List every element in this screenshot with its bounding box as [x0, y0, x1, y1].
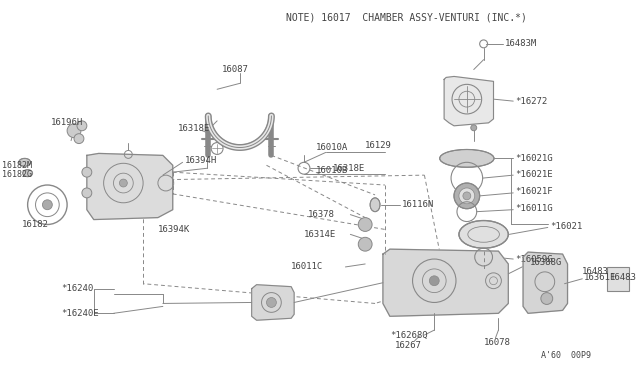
Circle shape: [82, 167, 92, 177]
Text: 16182M: 16182M: [2, 161, 32, 170]
Text: *16240E: *16240E: [61, 309, 99, 318]
Ellipse shape: [22, 170, 33, 177]
Text: 16116N: 16116N: [402, 200, 434, 209]
Text: 16378: 16378: [308, 210, 335, 219]
Text: *16059G: *16059G: [515, 254, 553, 263]
Text: 16129: 16129: [365, 141, 392, 150]
Polygon shape: [523, 252, 568, 313]
Polygon shape: [383, 249, 508, 316]
Text: 16483: 16483: [582, 267, 609, 276]
Circle shape: [471, 125, 477, 131]
Polygon shape: [87, 153, 173, 219]
Polygon shape: [444, 76, 493, 126]
Text: 16318E: 16318E: [178, 124, 210, 133]
Text: 16010A: 16010A: [316, 143, 348, 152]
Ellipse shape: [440, 150, 494, 167]
Text: *16272: *16272: [515, 97, 547, 106]
Circle shape: [358, 218, 372, 231]
Text: 16196H: 16196H: [51, 118, 84, 127]
Text: NOTE) 16017  CHAMBER ASSY-VENTURI (INC.*): NOTE) 16017 CHAMBER ASSY-VENTURI (INC.*): [286, 12, 527, 22]
Text: 16087: 16087: [222, 65, 249, 74]
Text: *16021: *16021: [550, 222, 582, 231]
Circle shape: [82, 188, 92, 198]
Circle shape: [459, 188, 475, 204]
Text: 16267: 16267: [395, 341, 422, 350]
Text: 16394K: 16394K: [158, 225, 190, 234]
Text: 16182G: 16182G: [2, 170, 32, 179]
Text: 16361F: 16361F: [584, 273, 616, 282]
Text: 16314E: 16314E: [304, 230, 336, 239]
Text: *16021E: *16021E: [515, 170, 553, 179]
Circle shape: [120, 179, 127, 187]
Text: 16182: 16182: [22, 220, 49, 229]
Text: *16011G: *16011G: [515, 204, 553, 213]
Text: 16078: 16078: [484, 339, 511, 347]
Text: 16483M: 16483M: [506, 39, 538, 48]
Circle shape: [266, 298, 276, 307]
Ellipse shape: [370, 198, 380, 212]
Text: 16483: 16483: [610, 273, 637, 282]
Text: 16011C: 16011C: [291, 262, 323, 272]
Circle shape: [77, 121, 87, 131]
FancyBboxPatch shape: [607, 267, 628, 291]
Circle shape: [74, 134, 84, 144]
Circle shape: [358, 237, 372, 251]
Ellipse shape: [459, 221, 508, 248]
Circle shape: [429, 276, 439, 286]
Text: *16268Q: *16268Q: [390, 331, 428, 340]
Text: A'60  00P9: A'60 00P9: [541, 351, 591, 360]
Text: *16021G: *16021G: [515, 154, 553, 163]
Polygon shape: [252, 285, 294, 320]
Text: 16394H: 16394H: [184, 156, 217, 165]
Text: 16388G: 16388G: [530, 259, 563, 267]
Circle shape: [454, 183, 479, 209]
Text: 16318E: 16318E: [333, 164, 365, 173]
Circle shape: [67, 124, 81, 138]
Text: *16240: *16240: [61, 284, 93, 293]
Ellipse shape: [19, 158, 31, 166]
Circle shape: [42, 200, 52, 210]
Circle shape: [463, 192, 471, 200]
Text: 16010B: 16010B: [316, 166, 348, 175]
Circle shape: [541, 293, 553, 304]
Text: *16021F: *16021F: [515, 187, 553, 196]
